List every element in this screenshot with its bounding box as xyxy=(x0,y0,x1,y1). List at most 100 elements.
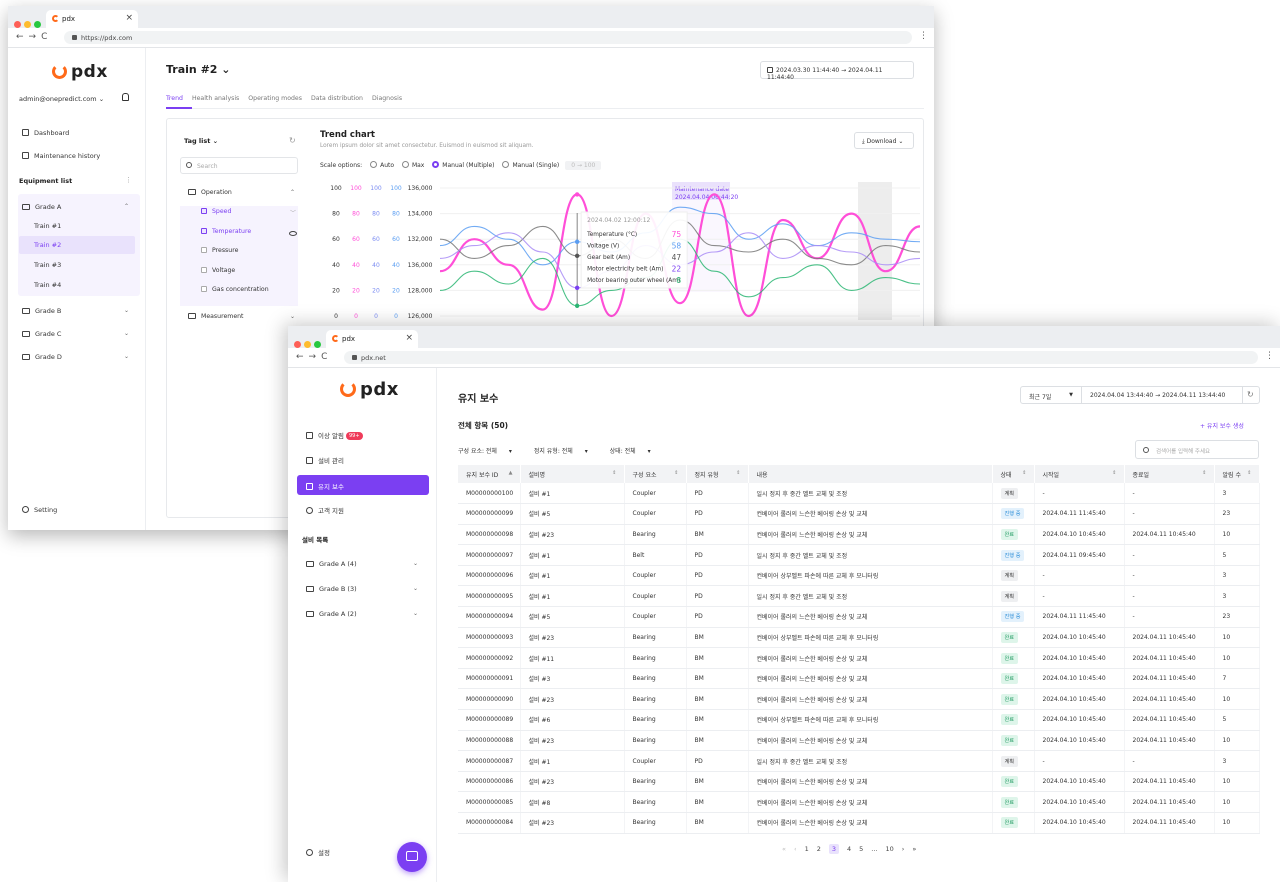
table-row[interactable]: M00000000096 설비 #1 Coupler PD 컨베이어 상부벨트 파손에 … xyxy=(458,565,1260,587)
chat-button[interactable] xyxy=(397,842,427,872)
column-header[interactable]: 시작일 ⇕ xyxy=(1034,465,1125,483)
page-title[interactable]: Train #2 ⌄ xyxy=(166,63,231,76)
collapse-icon[interactable]: ﹀ xyxy=(290,210,297,217)
column-header[interactable]: 상태 ⇕ xyxy=(992,465,1035,483)
filter-component[interactable]: 구성 요소: 전체 ▾ xyxy=(458,448,522,455)
tab-close-icon[interactable]: × xyxy=(405,333,413,343)
single-range-input[interactable]: 0 → 100 xyxy=(565,161,602,170)
tab-diagnosis[interactable]: Diagnosis xyxy=(371,95,403,102)
chevron-up-icon[interactable]: ⌃ xyxy=(124,203,130,210)
sidebar-item-maintenance-history[interactable]: Maintenance history xyxy=(22,152,100,160)
tag-list-title[interactable]: Tag list ⌄ xyxy=(184,137,218,145)
sort-icon[interactable]: ⇕ xyxy=(1112,470,1117,476)
tag-speed[interactable]: Speed xyxy=(201,208,231,215)
period-select[interactable]: 최근 7일 ▼ xyxy=(1020,386,1082,404)
window-controls[interactable] xyxy=(294,333,324,352)
tag-group-measurement[interactable]: Measurement xyxy=(188,313,243,320)
prev-page-icon[interactable]: ‹ xyxy=(793,845,797,853)
sidebar-item-alerts[interactable]: 이상 알림 99+ xyxy=(306,430,363,440)
page-number[interactable]: 1 xyxy=(804,845,809,853)
tag-search-input[interactable]: Search xyxy=(180,157,298,174)
checkbox[interactable] xyxy=(201,286,207,292)
chevron-down-icon[interactable]: ⌄ xyxy=(124,330,130,337)
more-icon[interactable]: ⋮ xyxy=(125,176,132,184)
close-window-dot[interactable] xyxy=(14,21,21,28)
trend-chart[interactable]: Maintenance date 2024.04.04 06:44:20 100 80… xyxy=(320,178,924,333)
tab-health-analysis[interactable]: Health analysis xyxy=(191,95,240,102)
radio-manual-multiple[interactable] xyxy=(432,161,440,168)
maximize-window-dot[interactable] xyxy=(34,21,41,28)
logo[interactable]: pdx xyxy=(340,379,399,400)
browser-tab[interactable]: pdx × xyxy=(326,330,418,348)
bell-icon[interactable] xyxy=(122,93,129,101)
filter-status[interactable]: 상태: 전체 ▾ xyxy=(610,448,661,455)
sidebar-item-dashboard[interactable]: Dashboard xyxy=(22,129,69,137)
minimize-window-dot[interactable] xyxy=(304,341,311,348)
grade-c[interactable]: Grade C xyxy=(22,330,61,338)
back-icon[interactable]: ← xyxy=(16,32,29,42)
back-icon[interactable]: ← xyxy=(296,352,309,362)
filter-stop-type[interactable]: 정지 유형: 전체 ▾ xyxy=(534,448,598,455)
sidebar-item-maintenance[interactable]: 유지 보수 xyxy=(297,475,429,495)
account-menu[interactable]: admin@onepredict.com ⌄ xyxy=(19,95,104,103)
table-row[interactable]: M00000000098 설비 #23 Bearing BM 컨베이어 롤러의 느슨한 … xyxy=(458,524,1260,546)
page-number[interactable]: ... xyxy=(871,845,878,853)
sort-icon[interactable]: ⇕ xyxy=(1202,470,1207,476)
train-4[interactable]: Train #4 xyxy=(34,281,62,289)
page-number[interactable]: 10 xyxy=(885,845,894,853)
date-range-picker[interactable]: 2024.04.04 13:44:40 → 2024.04.11 13:44:4… xyxy=(1081,386,1243,404)
tab-operating-modes[interactable]: Operating modes xyxy=(248,95,302,102)
create-maintenance-button[interactable]: + 유지 보수 생성 xyxy=(1200,423,1244,430)
page-number[interactable]: 2 xyxy=(816,845,821,853)
train-2-selected[interactable]: Train #2 xyxy=(19,236,135,254)
grade-a-4[interactable]: Grade A (4) xyxy=(306,560,357,568)
chevron-down-icon[interactable]: ⌄ xyxy=(124,307,130,314)
eye-icon[interactable] xyxy=(289,231,297,236)
minimize-window-dot[interactable] xyxy=(24,21,31,28)
browser-menu-icon[interactable]: ⋮ xyxy=(1265,351,1274,361)
table-row[interactable]: M00000000084 설비 #23 Bearing BM 컨베이어 롤러의 느슨한 … xyxy=(458,812,1260,834)
browser-menu-icon[interactable]: ⋮ xyxy=(919,31,928,41)
column-header[interactable]: 알림 수 ⇕ xyxy=(1214,465,1260,483)
tag-gas-concentration[interactable]: Gas concentration xyxy=(201,286,269,293)
grade-a-2[interactable]: Grade A (2) xyxy=(306,610,357,618)
chevron-down-icon[interactable]: ⌄ xyxy=(290,313,296,320)
first-page-icon[interactable]: « xyxy=(782,845,786,853)
logo[interactable]: pdx xyxy=(52,62,108,82)
close-window-dot[interactable] xyxy=(294,341,301,348)
refresh-button[interactable]: ↻ xyxy=(1242,386,1260,404)
tag-pressure[interactable]: Pressure xyxy=(201,247,238,254)
table-row[interactable]: M00000000095 설비 #1 Coupler PD 일시 정지 후 중간 벨트 … xyxy=(458,585,1260,608)
reload-icon[interactable]: C xyxy=(321,352,333,362)
setting-link[interactable]: 설정 xyxy=(306,847,330,857)
sort-icon[interactable]: ▲ xyxy=(508,470,513,476)
sort-icon[interactable]: ⇕ xyxy=(736,470,741,476)
chevron-down-icon[interactable]: ⌄ xyxy=(413,585,419,592)
browser-tab[interactable]: pdx × xyxy=(46,10,138,28)
column-header[interactable]: 설비명 ⇕ xyxy=(520,465,625,483)
sort-icon[interactable]: ⇕ xyxy=(1022,470,1027,476)
sidebar-item-equipment[interactable]: 설비 관리 xyxy=(306,455,344,465)
column-header[interactable]: 내용 xyxy=(748,465,993,483)
table-row[interactable]: M00000000092 설비 #11 Bearing BM 컨베이어 롤러의 느슨한 … xyxy=(458,647,1260,669)
browser-nav[interactable]: ←→C xyxy=(16,32,52,42)
column-header[interactable]: 구성 요소 ⇕ xyxy=(624,465,687,483)
date-range-picker[interactable]: 2024.03.30 11:44:40 → 2024.04.11 11:44:4… xyxy=(760,61,914,81)
column-header[interactable]: 유지 보수 ID ▲ xyxy=(458,465,521,483)
refresh-icon[interactable]: ↻ xyxy=(289,136,296,145)
tab-close-icon[interactable]: × xyxy=(125,13,133,23)
column-header[interactable]: 정지 유형 ⇕ xyxy=(686,465,749,483)
grade-b[interactable]: Grade B xyxy=(22,307,61,315)
table-row[interactable]: M00000000093 설비 #23 Bearing BM 컨베이어 상부벨트 파손에… xyxy=(458,627,1260,649)
reload-icon[interactable]: C xyxy=(41,32,53,42)
chevron-down-icon[interactable]: ⌄ xyxy=(124,353,130,360)
grade-b-3[interactable]: Grade B (3) xyxy=(306,585,357,593)
table-row[interactable]: M00000000089 설비 #6 Bearing BM 컨베이어 상부벨트 파손에 … xyxy=(458,709,1260,731)
grade-d[interactable]: Grade D xyxy=(22,353,62,361)
tab-trend[interactable]: Trend xyxy=(166,95,183,102)
radio-max[interactable] xyxy=(401,161,409,168)
forward-icon[interactable]: → xyxy=(308,352,322,362)
sort-icon[interactable]: ⇕ xyxy=(612,470,617,476)
checkbox-checked[interactable] xyxy=(201,228,207,234)
